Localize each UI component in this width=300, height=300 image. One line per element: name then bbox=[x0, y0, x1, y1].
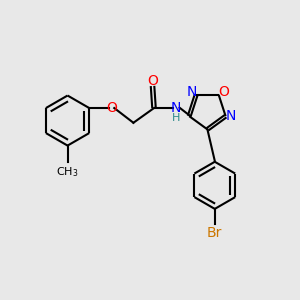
Text: O: O bbox=[218, 85, 229, 99]
Text: N: N bbox=[226, 109, 236, 123]
Text: N: N bbox=[186, 85, 197, 99]
Text: H: H bbox=[172, 113, 180, 123]
Text: CH$_3$: CH$_3$ bbox=[56, 165, 79, 178]
Text: N: N bbox=[171, 101, 181, 115]
Text: Br: Br bbox=[207, 226, 223, 240]
Text: O: O bbox=[106, 101, 117, 115]
Text: O: O bbox=[147, 74, 158, 88]
